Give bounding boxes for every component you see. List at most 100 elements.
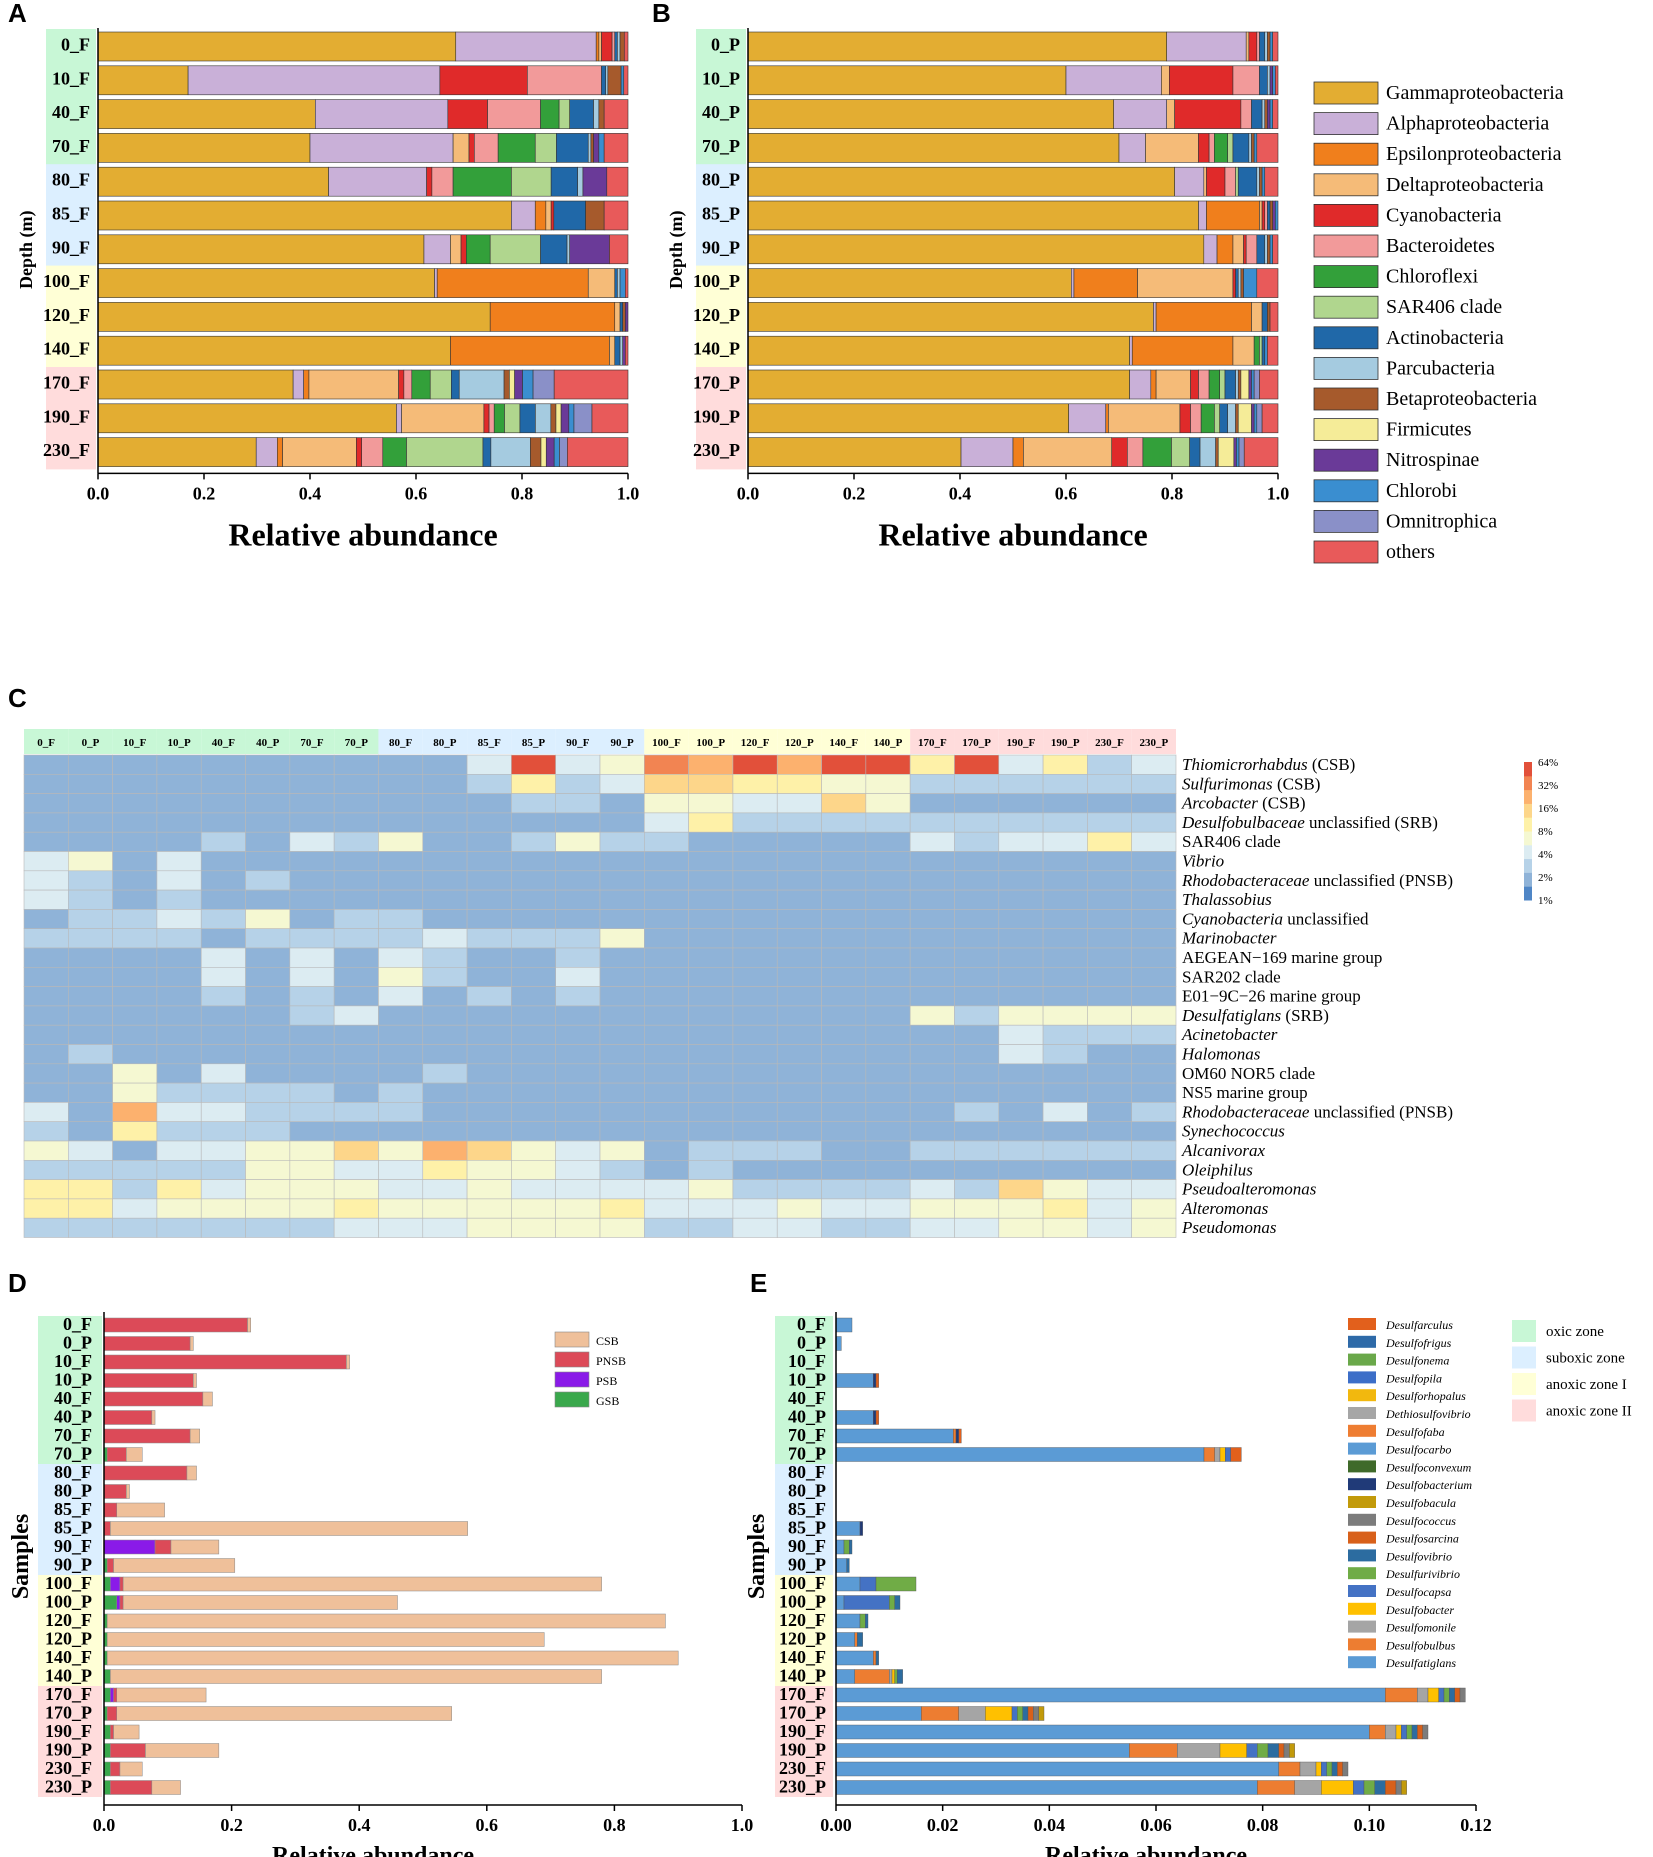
row-taxon: Pseudomonas [1181,1218,1277,1237]
zone-band [775,1408,833,1427]
category-label: 10_F [52,68,90,88]
heatmap-cell [998,1198,1044,1219]
heatmap-cell [200,1121,246,1142]
row-taxon: Alteromonas [1181,1199,1269,1218]
heatmap-cell [23,1044,69,1065]
bar-segment [1198,200,1207,231]
category-label: 0_P [711,35,740,55]
legend-label: Epsilonproteobacteria [1386,143,1562,165]
category-label: 140_F [45,1647,92,1667]
bar-segment [587,133,592,163]
legend-label: Desulfomonile [1385,1621,1457,1635]
bar-segment [1272,234,1279,265]
bar-segment [431,166,454,197]
heatmap-cell [68,889,113,910]
bar-segment [540,99,560,129]
bar-segment [1267,1743,1279,1758]
bar-segment [1235,268,1239,298]
heatmap-cell [68,1217,113,1238]
heatmap-cell [422,947,468,968]
legend-label: Betaproteobacteria [1386,388,1537,410]
heatmap-cell [1087,793,1132,814]
heatmap-cell [466,1179,512,1200]
heatmap-cell [68,1179,113,1200]
bar-segment [607,65,622,96]
bar-segment [568,403,575,434]
bar-segment [1200,403,1215,434]
bar-segment [97,437,257,467]
heatmap-cell [954,1198,1000,1219]
heatmap-cell [23,947,69,968]
bar-segment [411,369,431,400]
heatmap-cell [954,947,1000,968]
zone-band [696,62,746,98]
bar-segment [1299,1761,1317,1777]
legend-swatch [1313,326,1379,350]
bar-segment [747,31,1168,62]
bar-segment [569,99,594,129]
heatmap-cell [954,1140,1000,1161]
heatmap-cell [378,909,424,930]
heatmap-cell [156,793,202,814]
legend-label: GSB [596,1394,619,1408]
heatmap-cell [599,947,645,968]
zone-band [38,1593,102,1612]
zone-band [38,1630,102,1649]
heatmap-cell [378,1198,424,1219]
bar-segment [1227,403,1236,434]
category-label: 40_P [54,1407,92,1427]
heatmap-cell [511,793,556,814]
bar-segment [598,133,605,163]
legend-label: Desulfofrigus [1385,1336,1452,1350]
heatmap-cell [688,851,734,872]
category-label: 190_P [779,1740,826,1760]
row-taxon: Thiomicrorhabdus [1182,755,1308,774]
bar-segment [1237,268,1242,298]
heatmap-cell [422,986,468,1007]
category-label: 40_F [52,102,90,122]
bar-segment [1269,234,1274,265]
heatmap-cell [245,1179,291,1200]
heatmap-cell [422,793,468,814]
bar-segment [460,234,467,265]
legend-label: Desulforhopalus [1385,1389,1466,1403]
bar-segment [747,403,1069,434]
heatmap-cell [909,773,955,794]
heatmap-cell [998,773,1044,794]
heatmap-cell [378,1044,424,1065]
heatmap-cell [1131,1082,1177,1103]
category-label: 230_F [779,1758,826,1778]
heatmap-cell [688,928,734,949]
column-label: 140_P [874,737,903,749]
bar-segment [891,1669,895,1684]
heatmap-cell [378,1140,424,1161]
heatmap-cell [68,1102,113,1123]
legend-label: Alphaproteobacteria [1386,113,1549,135]
heatmap-cell [1131,793,1177,814]
row-taxon: Pseudoalteromonas [1181,1180,1317,1199]
x-axis-title: Relative abundance [1045,1843,1247,1857]
heatmap-cell [909,889,955,910]
heatmap-cell [289,1160,335,1180]
zone-band [775,1704,833,1723]
row-taxon: SAR202 clade [1182,967,1281,986]
heatmap-cell [466,1024,512,1045]
heatmap-cell [644,1179,689,1200]
heatmap-cell [555,1198,601,1219]
category-label: 120_P [779,1629,826,1649]
heatmap-cell [555,1160,601,1180]
legend-label: Desulfobacula [1385,1496,1456,1510]
heatmap-cell [1087,812,1132,833]
bar-segment [532,369,555,400]
heatmap-cell [776,812,822,833]
column-band [998,729,1044,754]
heatmap-cell [68,1024,113,1045]
heatmap-cell [776,947,822,968]
heatmap-cell [68,793,113,814]
heatmap-cell [1087,947,1132,968]
bar-segment [1203,234,1218,265]
bar-segment [558,99,570,129]
bar-segment [1224,166,1236,197]
bar-segment [835,1576,861,1592]
bar-segment [1278,1743,1285,1758]
